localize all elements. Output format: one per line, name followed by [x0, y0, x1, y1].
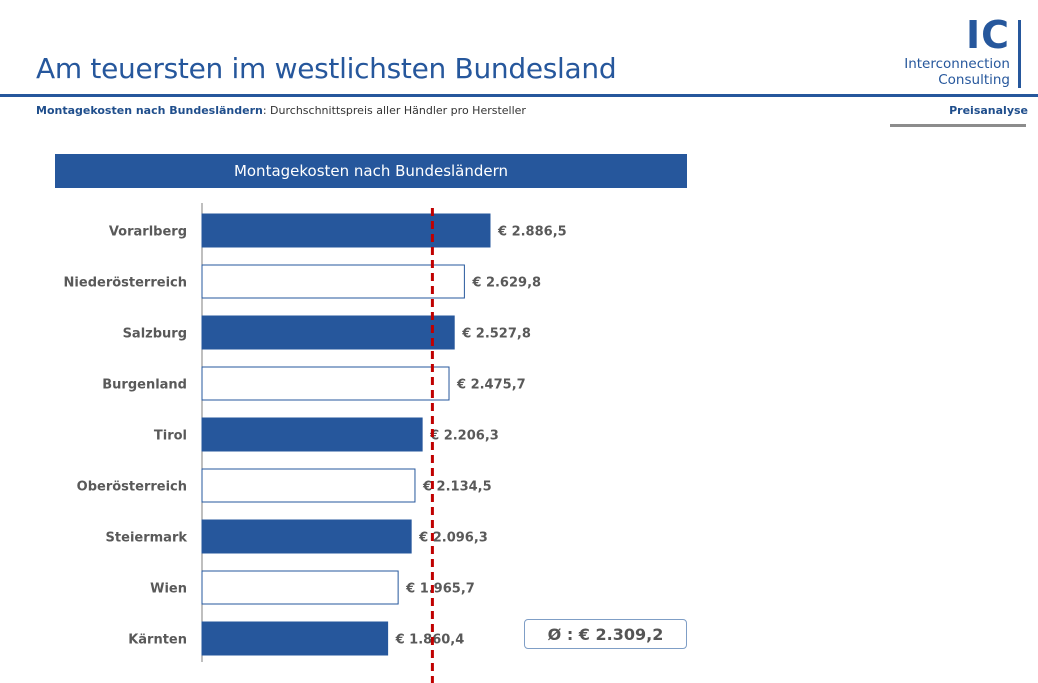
subtitle-lead: Montagekosten nach Bundesländern: [36, 104, 263, 117]
data-label: € 2.886,5: [497, 225, 567, 240]
data-label: € 2.475,7: [456, 378, 526, 393]
category-label: Wien: [150, 582, 187, 597]
logo-line1: Interconnection: [904, 56, 1010, 72]
bar: [201, 570, 399, 605]
bar: [201, 315, 455, 350]
header-rule: [0, 94, 1038, 97]
category-label: Kärnten: [128, 633, 187, 648]
data-label: € 2.206,3: [429, 429, 499, 444]
bar: [201, 264, 465, 299]
data-label: € 2.629,8: [471, 276, 541, 291]
category-label: Oberösterreich: [77, 480, 187, 495]
category-label: Burgenland: [102, 378, 187, 393]
section-tag: Preisanalyse: [949, 104, 1028, 117]
average-box: Ø : € 2.309,2: [524, 619, 687, 649]
chart-title-banner: Montagekosten nach Bundesländern: [55, 154, 687, 188]
data-label: € 1.860,4: [395, 633, 465, 648]
category-label: Salzburg: [123, 327, 187, 342]
logo-line2: Consulting: [938, 72, 1010, 88]
logo-bar: [1018, 20, 1021, 88]
page-title: Am teuersten im westlichsten Bundesland: [36, 52, 617, 85]
data-label: € 2.134,5: [422, 480, 492, 495]
data-label: € 2.096,3: [418, 531, 488, 546]
bar: [201, 621, 389, 656]
category-label: Steiermark: [106, 531, 188, 546]
subtitle: Montagekosten nach Bundesländern: Durchs…: [36, 104, 526, 117]
bar: [201, 366, 450, 401]
data-label: € 1.965,7: [405, 582, 475, 597]
bar: [201, 519, 412, 554]
category-label: Niederösterreich: [64, 276, 187, 291]
bar: [201, 417, 423, 452]
section-tag-rule: [890, 124, 1026, 127]
bar: [201, 468, 416, 503]
category-label: Vorarlberg: [109, 225, 187, 240]
category-label: Tirol: [154, 429, 187, 444]
subtitle-rest: : Durchschnittspreis aller Händler pro H…: [262, 104, 526, 117]
data-label: € 2.527,8: [461, 327, 531, 342]
logo-letters: IC: [966, 13, 1011, 57]
bar: [201, 213, 491, 248]
